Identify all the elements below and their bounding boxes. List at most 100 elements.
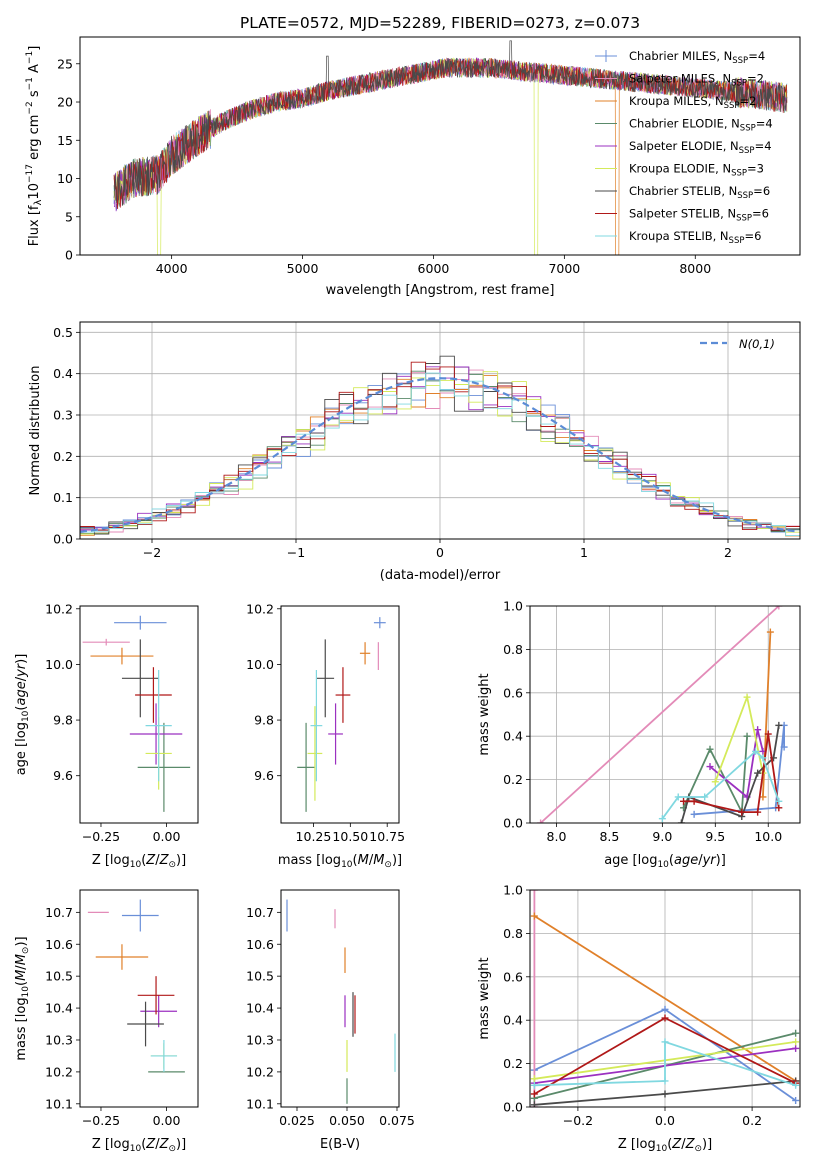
legend-entry: Kroupa STELIB, NSSP=6 — [629, 229, 761, 246]
errorbar-point — [135, 667, 172, 723]
massweight-series — [530, 1038, 800, 1089]
y-axis-label: age [log10(age/yr)] — [14, 654, 31, 776]
errorbar-point — [90, 647, 154, 665]
normal-reference-curve — [80, 377, 798, 533]
y-tick-label: 9.8 — [53, 713, 73, 728]
x-axis-label: Z [log10(Z/Z⊙)] — [618, 1137, 712, 1154]
y-axis-label: mass weight — [477, 957, 492, 1039]
mass-vs-metallicity-panel: −0.25 0.00 10.1 10.2 10.3 10.4 10.5 10.6 10.7 Z [… — [14, 889, 199, 1154]
axes-frame — [280, 605, 400, 824]
y-tick-label: 0.2 — [503, 772, 523, 787]
y-tick-label: 10 — [57, 171, 73, 186]
spectrum-line — [113, 40, 788, 206]
y-tick-label: 9.6 — [53, 768, 73, 783]
x-tick-label: 1 — [580, 545, 588, 560]
errorbar-point — [137, 976, 175, 1015]
x-tick-label: −1 — [287, 545, 305, 560]
errorbar-point — [82, 638, 130, 646]
y-tick-label: 0.4 — [503, 1013, 523, 1028]
legend-entry: Chabrier ELODIE, NSSP=4 — [629, 117, 773, 134]
errorbar-point — [140, 995, 178, 1028]
x-axis-label: age [log10(age/yr)] — [604, 853, 726, 870]
x-tick-label: 10.25 — [296, 829, 332, 844]
y-tick-label: 10.4 — [246, 1001, 274, 1016]
x-tick-label: 0.025 — [279, 1113, 315, 1128]
y-axis-label: mass [log10(M/M⊙)] — [14, 936, 31, 1060]
x-tick-label: 8000 — [679, 261, 711, 276]
y-tick-label: 0 — [65, 248, 73, 263]
x-tick-label: −2 — [143, 545, 161, 560]
axes-frame — [529, 889, 801, 1108]
x-tick-label: 7000 — [548, 261, 580, 276]
massweight-series — [680, 730, 783, 816]
massweight-vs-metallicity-panel: −0.2 0.0 0.2 0.0 0.2 0.4 0.6 0.8 1.0 Z [log10(Z/Z… — [477, 883, 801, 1154]
y-tick-label: 0.8 — [503, 642, 523, 657]
y-tick-label: 15 — [57, 133, 73, 148]
x-axis-label: (data-model)/error — [380, 568, 501, 583]
massweight-series — [706, 726, 767, 801]
y-tick-label: 10.3 — [246, 1032, 274, 1047]
errorbar-point — [150, 1039, 178, 1072]
x-tick-label: 8.0 — [547, 829, 567, 844]
y-tick-label: 10.4 — [45, 1001, 73, 1016]
y-tick-label: 9.6 — [254, 768, 274, 783]
y-tick-label: 0.1 — [53, 490, 73, 505]
legend-entry: Kroupa ELODIE, NSSP=3 — [629, 162, 764, 179]
axes-frame — [79, 321, 801, 540]
y-tick-label: 10.2 — [246, 601, 274, 616]
errorbar-point — [328, 703, 343, 765]
y-tick-label: 10.6 — [45, 937, 73, 952]
x-tick-label: 10.0 — [754, 829, 782, 844]
spectrum-panel: 4000 5000 6000 7000 8000 0 5 10 15 20 25 wavelength… — [25, 36, 801, 298]
y-tick-label: 0.4 — [503, 729, 523, 744]
y-axis-label: Normed distribution — [28, 366, 43, 496]
y-tick-label: 1.0 — [503, 599, 523, 614]
y-tick-label: 0.0 — [53, 532, 73, 547]
y-tick-label: 0.5 — [53, 325, 73, 340]
errorbar-point — [316, 639, 335, 718]
y-tick-label: 0.0 — [503, 1100, 523, 1115]
massweight-vs-age-panel: 8.0 8.5 9.0 9.5 10.0 0.0 0.2 0.4 0.6 0.8 1.0 age [l… — [477, 599, 801, 870]
y-tick-label: 10.0 — [246, 657, 274, 672]
y-tick-label: 0.6 — [503, 969, 523, 984]
residuals-panel: −2 −1 0 1 2 0.0 0.1 0.2 0.3 0.4 0.5 (data-model)/er… — [28, 321, 801, 583]
massweight-series — [759, 628, 774, 801]
y-tick-label: 10.5 — [246, 969, 274, 984]
x-axis-label: Z [log10(Z/Z⊙)] — [92, 1137, 186, 1154]
x-tick-label: 0.2 — [742, 1113, 762, 1128]
x-tick-label: 0.050 — [329, 1113, 365, 1128]
y-tick-label: 0.6 — [503, 685, 523, 700]
errorbar-point — [310, 669, 323, 782]
errorbar-point — [121, 899, 159, 932]
errorbar-point — [373, 617, 386, 629]
x-tick-label: 10.75 — [369, 829, 405, 844]
x-axis-label: E(B-V) — [320, 1137, 360, 1152]
errorbar-point — [95, 944, 149, 970]
x-tick-label: 9.0 — [652, 829, 672, 844]
x-tick-label: 2 — [724, 545, 732, 560]
errorbar-point — [297, 722, 315, 812]
y-tick-label: 0.4 — [53, 366, 73, 381]
errorbar-point — [129, 703, 183, 765]
y-axis-label: Flux [fλ10−17 erg cm−2 s−1 A−1] — [25, 46, 44, 247]
legend-entry: Chabrier MILES, NSSP=4 — [629, 49, 765, 66]
massweight-series — [658, 747, 783, 823]
legend-entry: Salpeter MILES, NSSP=2 — [629, 72, 764, 89]
age-vs-mass-panel: 10.25 10.50 10.75 9.6 9.8 10.0 10.2 mass [log10… — [246, 601, 405, 870]
x-tick-label: 0.00 — [153, 1113, 181, 1128]
histogram-series — [80, 361, 800, 538]
y-axis-label: mass weight — [477, 673, 492, 755]
axes-frame — [529, 605, 801, 824]
massweight-series — [537, 606, 783, 823]
axes-frame — [79, 36, 801, 256]
y-tick-label: 10.2 — [45, 601, 73, 616]
y-tick-label: 20 — [57, 95, 73, 110]
y-tick-label: 10.2 — [246, 1064, 274, 1079]
y-tick-label: 10.0 — [45, 657, 73, 672]
x-axis-label: wavelength [Angstrom, rest frame] — [326, 283, 555, 298]
y-tick-label: 9.8 — [254, 713, 274, 728]
x-tick-label: 0 — [436, 545, 444, 560]
y-tick-label: 10.5 — [45, 969, 73, 984]
y-tick-label: 0.0 — [503, 816, 523, 831]
errorbar-point — [121, 639, 159, 718]
